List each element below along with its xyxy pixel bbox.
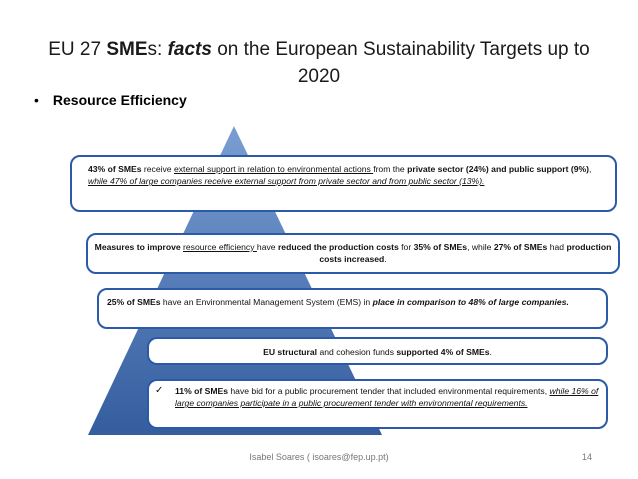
page-number: 14 (581, 452, 592, 462)
fact-box-ems: 25% of SMEs have an Environmental Manage… (97, 288, 608, 329)
title-text-3: on the European Sustainability Targets u… (211, 39, 590, 60)
fact-box-public-procurement: ✓ 11% of SMEs have bid for a public proc… (147, 379, 608, 429)
bullet-text: Resource Efficiency (52, 92, 187, 108)
footer-author: Isabel Soares ( isoares@fep.up.pt) (249, 452, 389, 462)
checkmark-icon: ✓ (155, 385, 164, 396)
fact-box-external-support: 43% of SMEs receive external support in … (70, 155, 617, 212)
bullet-marker: • (34, 92, 39, 108)
title-text-sme: SME (106, 39, 148, 60)
title-year: 2020 (297, 66, 341, 87)
title-text-1: EU 27 (48, 39, 107, 60)
title-text-2: s: (147, 39, 168, 60)
slide-title: EU 27 SMEs: facts on the European Sustai… (30, 36, 608, 90)
fact-box-production-costs: Measures to improve resource efficiency … (86, 233, 620, 274)
bullet-resource-efficiency: • Resource Efficiency (34, 92, 187, 108)
title-text-facts: facts (167, 39, 212, 60)
fact-box-eu-funds: EU structural and cohesion funds support… (147, 337, 608, 365)
